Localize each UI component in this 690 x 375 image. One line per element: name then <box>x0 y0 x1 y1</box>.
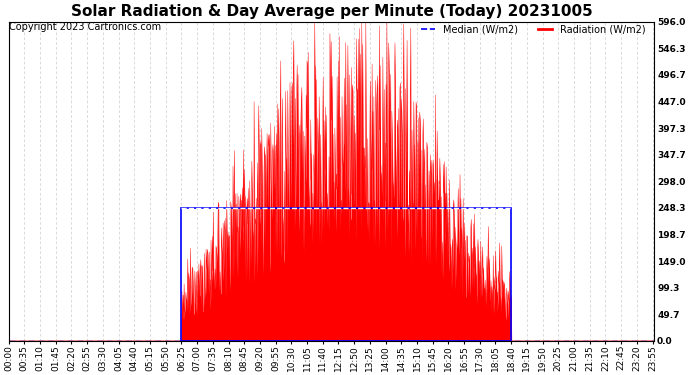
Title: Solar Radiation & Day Average per Minute (Today) 20231005: Solar Radiation & Day Average per Minute… <box>70 4 592 19</box>
Legend: Median (W/m2), Radiation (W/m2): Median (W/m2), Radiation (W/m2) <box>417 20 649 38</box>
Bar <box>181 208 511 341</box>
Text: Copyright 2023 Cartronics.com: Copyright 2023 Cartronics.com <box>9 22 161 32</box>
